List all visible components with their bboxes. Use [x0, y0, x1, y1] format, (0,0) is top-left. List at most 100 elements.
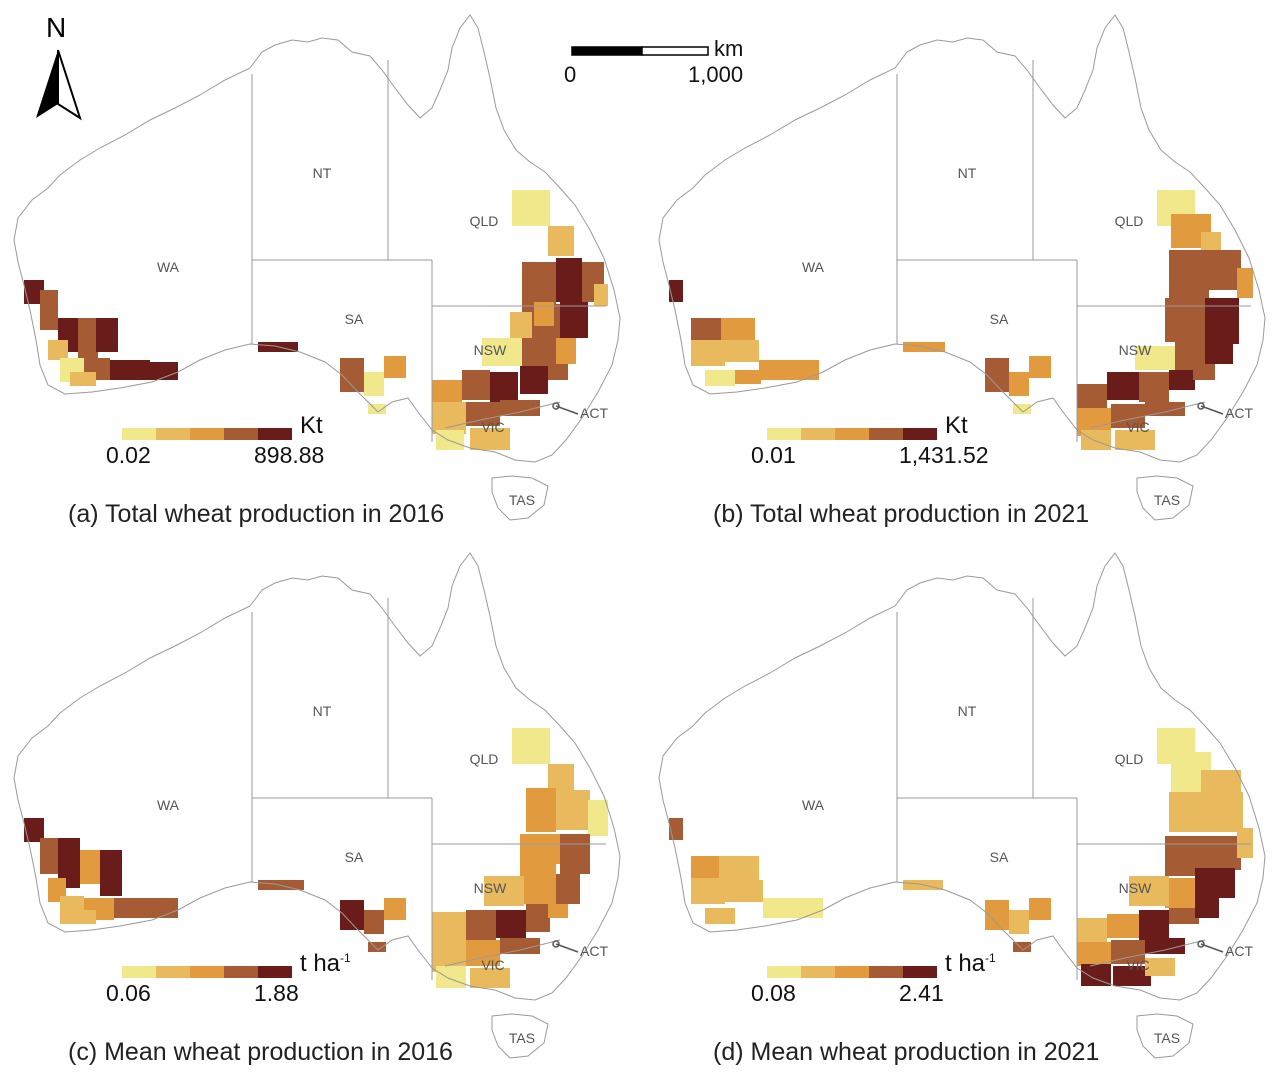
region-patch [534, 302, 554, 326]
region-patch [669, 818, 683, 840]
legend-max-label: 1.88 [254, 980, 299, 1006]
australia-outline [13, 14, 621, 463]
state-label-nsw: NSW [1119, 880, 1152, 896]
legend-unit: Kt [300, 412, 323, 440]
region-patch [432, 380, 462, 402]
region-patch [763, 898, 823, 918]
state-label-tas: TAS [1154, 1030, 1180, 1046]
legend-swatch [869, 428, 903, 440]
australia-outline [658, 552, 1266, 1001]
region-patch [1111, 404, 1145, 428]
australia-map: WA NT SA QLD NSW VIC TAS ACT [658, 14, 1266, 521]
state-boundary [1089, 939, 1206, 967]
state-label-sa: SA [345, 849, 364, 865]
state-label-nt: NT [313, 165, 332, 181]
region-patch [1175, 340, 1205, 370]
region-patch [368, 942, 386, 952]
australia-map: WA NT SA QLD NSW VIC TAS ACT [13, 14, 621, 521]
region-patch [78, 318, 98, 358]
region-patch [691, 856, 719, 878]
region-patch [364, 910, 384, 934]
region-patch [364, 372, 384, 396]
act-marker-icon [1197, 940, 1205, 948]
region-patch [1135, 346, 1175, 370]
region-patch [512, 190, 550, 226]
north-letter: N [46, 12, 67, 43]
state-label-sa: SA [990, 311, 1009, 327]
state-label-nsw: NSW [1119, 342, 1152, 358]
state-label-sa: SA [990, 849, 1009, 865]
region-patch [80, 850, 102, 884]
region-patch [522, 262, 556, 304]
region-patch [490, 372, 518, 404]
region-patch [368, 404, 386, 414]
region-patch [1139, 372, 1169, 402]
legend-swatch [767, 428, 801, 440]
region-patch [470, 968, 510, 988]
region-patch [466, 940, 500, 966]
state-label-tas: TAS [509, 492, 535, 508]
region-patch [556, 874, 580, 904]
region-patch [705, 370, 735, 386]
legend-max-label: 1,431.52 [899, 442, 989, 468]
region-patch [1129, 876, 1169, 906]
region-patch [150, 362, 178, 380]
region-patch [721, 318, 755, 340]
region-patch [1009, 910, 1029, 934]
state-label-vic: VIC [481, 957, 504, 973]
legend-unit-sup: -1 [985, 951, 996, 965]
legend-unit-text: Kt [945, 412, 968, 439]
region-patch [669, 280, 683, 302]
region-patch [432, 402, 466, 434]
legend-swatch [122, 428, 156, 440]
region-patch [985, 358, 1009, 392]
state-label-nsw: NSW [474, 880, 507, 896]
region-patch [560, 834, 590, 874]
region-patch [520, 834, 560, 864]
region-patch [340, 358, 364, 392]
region-patch [500, 938, 540, 954]
legend-swatch [156, 966, 190, 978]
state-label-wa: WA [157, 259, 180, 275]
region-patch [1205, 298, 1239, 344]
region-patch [725, 340, 759, 362]
legend-min-label: 0.02 [106, 442, 151, 468]
region-patch [548, 226, 574, 256]
state-label-act: ACT [1225, 405, 1253, 421]
region-patch [520, 864, 556, 904]
legend-min-label: 0.06 [106, 980, 151, 1006]
region-patch [691, 340, 725, 366]
region-patch [1145, 402, 1185, 416]
scale-bar [571, 46, 709, 56]
state-label-nt: NT [958, 165, 977, 181]
legend-swatch [258, 966, 292, 978]
region-patch [110, 360, 150, 380]
legend-unit: Kt [945, 412, 968, 440]
region-patch [588, 800, 608, 836]
region-patch [496, 910, 526, 938]
region-patch [1169, 250, 1209, 298]
region-patch [1209, 792, 1243, 832]
region-patch [1205, 836, 1241, 870]
scale-unit: km [714, 36, 744, 61]
region-patch [556, 338, 576, 364]
region-patch [40, 838, 58, 874]
state-label-qld: QLD [1115, 751, 1144, 767]
legend-max-label: 2.41 [899, 980, 944, 1006]
region-patch [70, 910, 96, 924]
region-patch [1107, 372, 1139, 400]
state-label-nt: NT [958, 703, 977, 719]
region-patch [1115, 430, 1155, 450]
state-label-nt: NT [313, 703, 332, 719]
legend-swatch [869, 966, 903, 978]
region-patch [1013, 942, 1031, 952]
scale-max-label: 1,000 [688, 62, 744, 87]
region-patch [462, 370, 490, 400]
region-patch [1113, 966, 1151, 986]
panel-caption: (d) Mean wheat production in 2021 [713, 1038, 1100, 1066]
region-patch [24, 280, 44, 304]
region-patch [1195, 868, 1235, 898]
region-patch [1205, 340, 1233, 364]
legend-swatch [224, 966, 258, 978]
